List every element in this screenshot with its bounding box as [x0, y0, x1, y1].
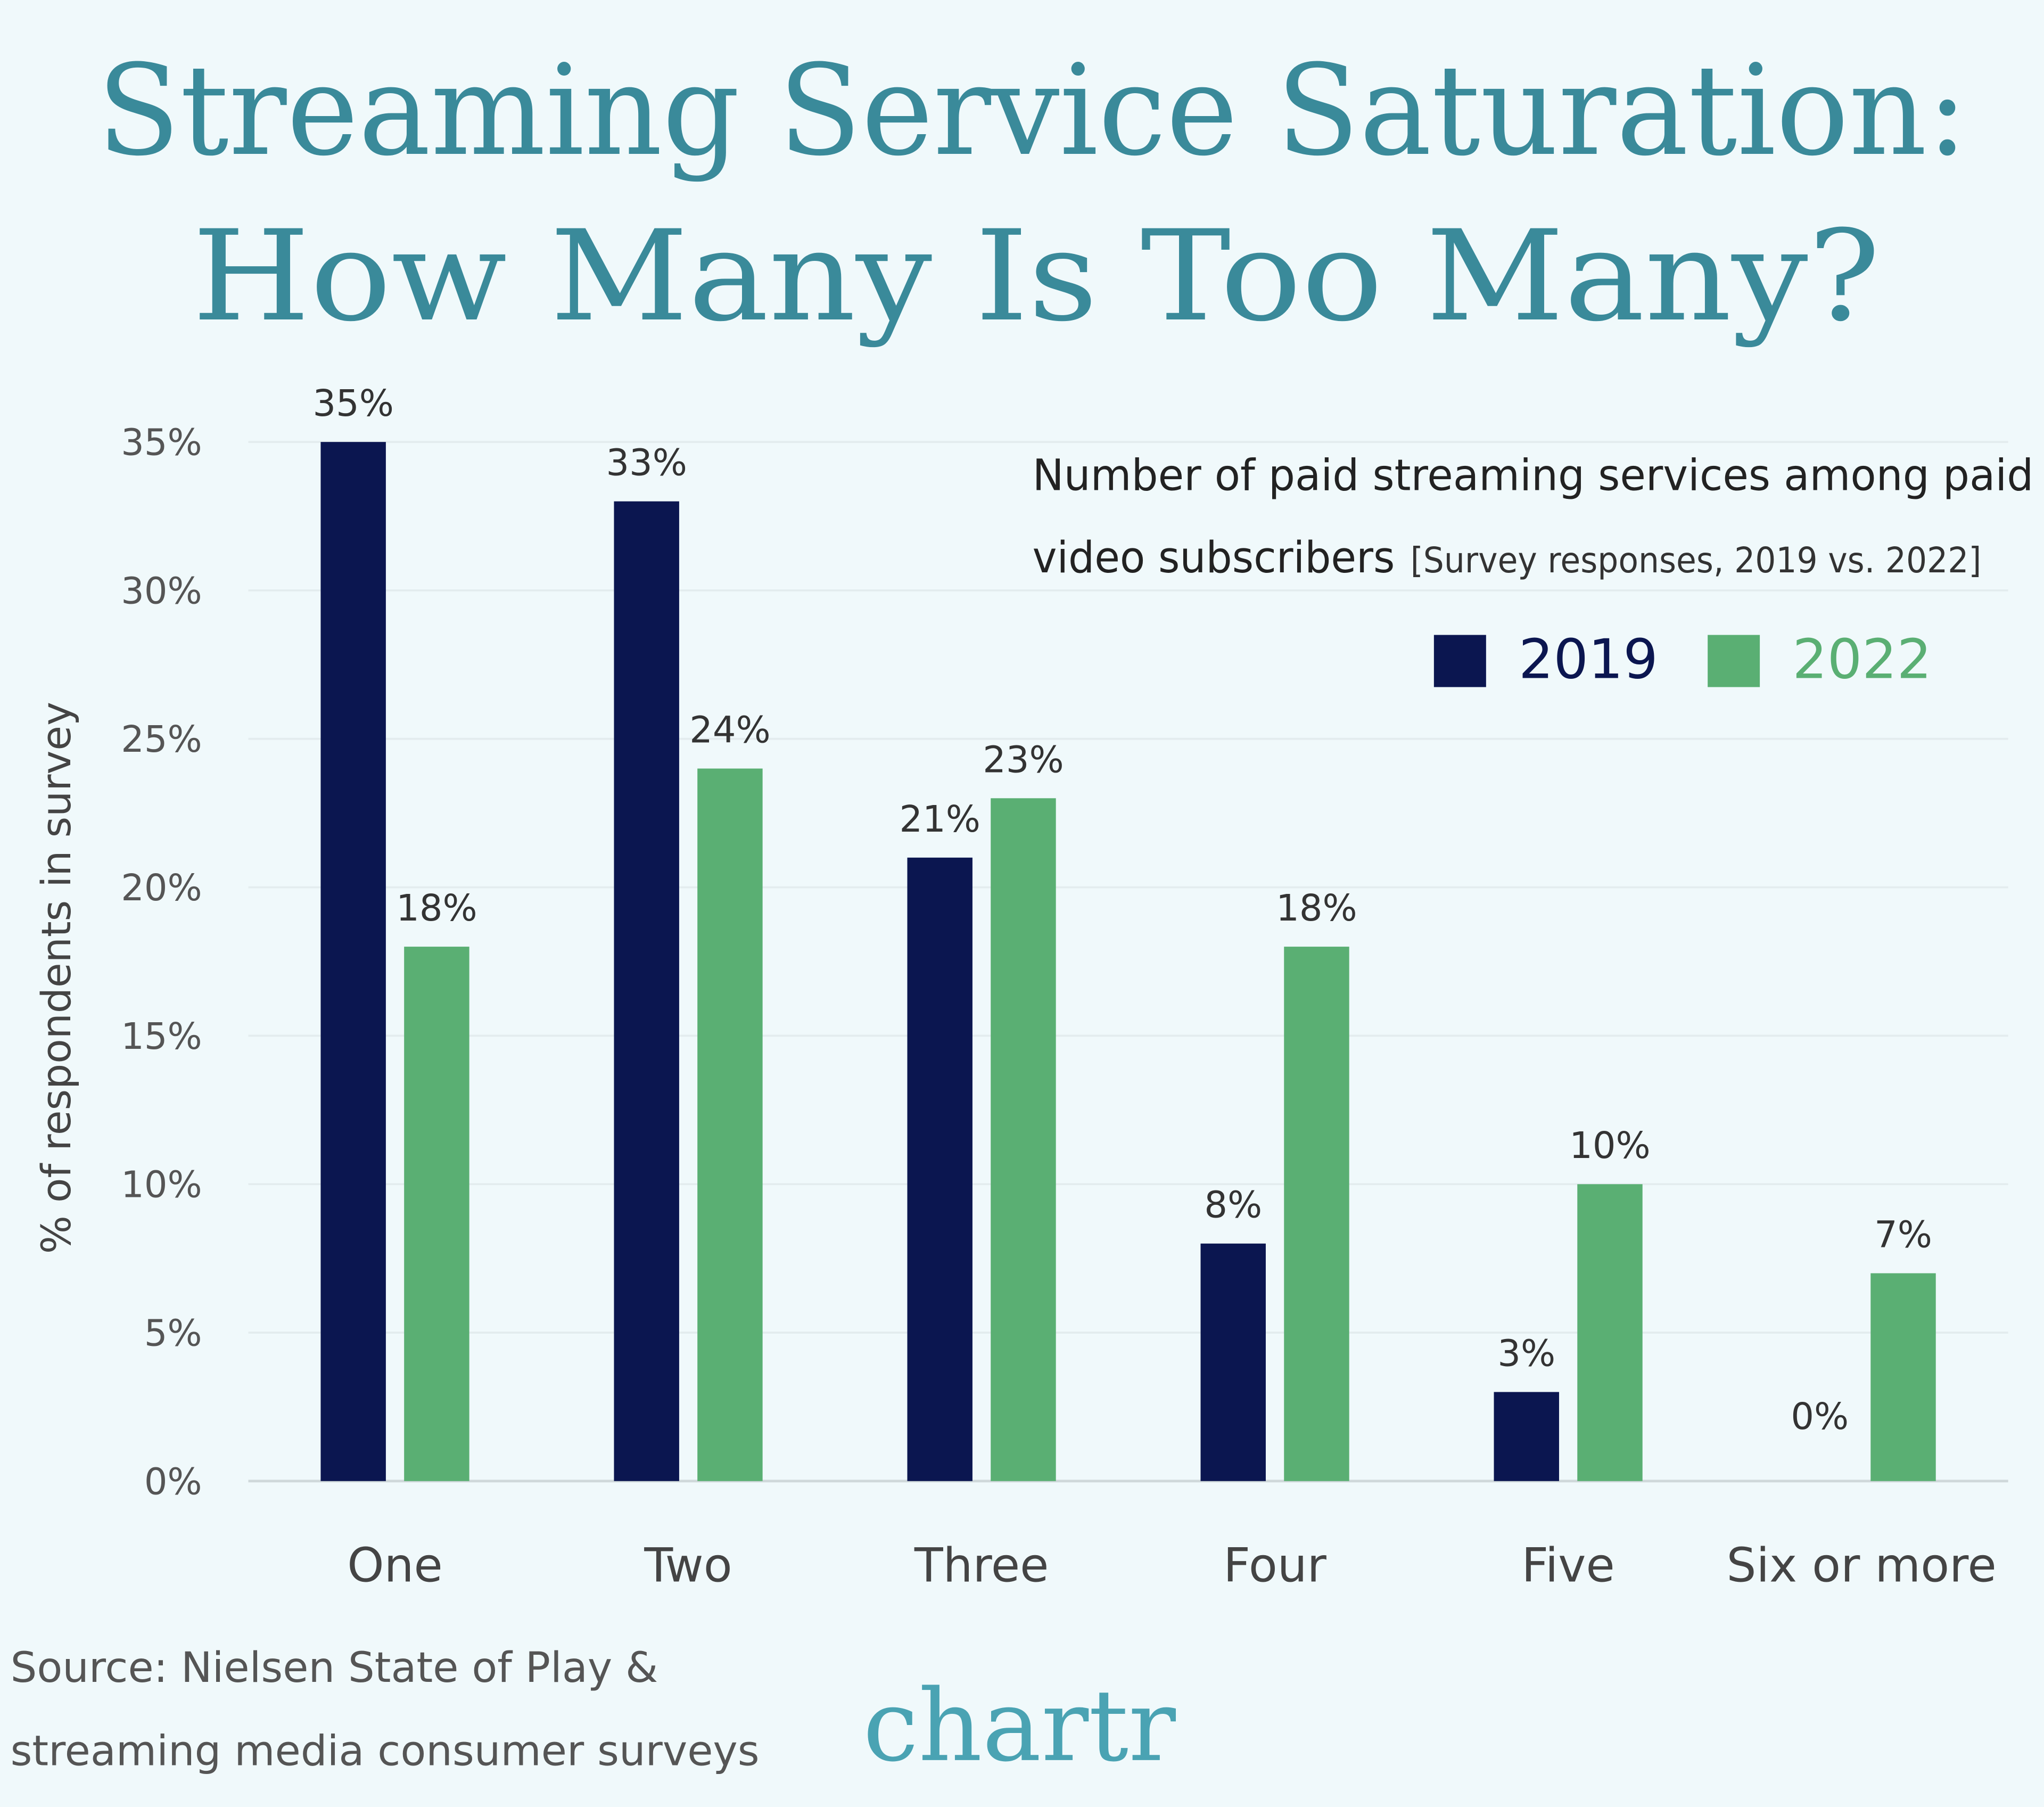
y-tick-label: 35%	[121, 422, 202, 464]
y-tick-label: 15%	[121, 1015, 202, 1058]
value-label: 8%	[1204, 1184, 1262, 1227]
value-label: 18%	[1276, 887, 1357, 930]
value-label: 18%	[396, 887, 477, 930]
value-label: 23%	[983, 738, 1064, 781]
bar	[1200, 1243, 1266, 1481]
x-tick-label: Two	[644, 1538, 732, 1592]
value-label: 21%	[900, 798, 980, 841]
bar	[320, 442, 386, 1481]
value-label: 7%	[1874, 1213, 1932, 1256]
chart-title: Streaming Service Saturation:	[97, 38, 1967, 184]
x-tick-label: Six or more	[1727, 1538, 1997, 1592]
x-tick-label: Three	[914, 1538, 1049, 1592]
y-tick-label: 30%	[121, 570, 202, 612]
logo: chartr	[863, 1668, 1176, 1784]
source: Source: Nielsen State of Play &	[11, 1644, 658, 1692]
y-axis-label: % of respondents in survey	[33, 702, 80, 1254]
y-tick-label: 10%	[121, 1164, 202, 1206]
subtitle-note: [Survey responses, 2019 vs. 2022]	[1411, 540, 1982, 581]
subtitle: Number of paid streaming services among …	[1033, 451, 2034, 501]
value-label: 35%	[312, 382, 393, 425]
source: streaming media consumer surveys	[11, 1727, 760, 1776]
value-label: 3%	[1497, 1333, 1555, 1375]
value-label: 10%	[1569, 1124, 1650, 1167]
y-tick-label: 0%	[144, 1460, 202, 1503]
subtitle: video subscribers	[1033, 533, 1395, 583]
value-label: 0%	[1791, 1395, 1849, 1438]
bar	[614, 501, 679, 1481]
bar	[697, 768, 763, 1481]
x-tick-label: Five	[1522, 1538, 1615, 1592]
legend-label: 2022	[1792, 628, 1932, 691]
legend-swatch	[1708, 635, 1760, 687]
chart-title: How Many Is Too Many?	[192, 204, 1880, 349]
bar	[1284, 947, 1349, 1481]
legend-swatch	[1433, 635, 1486, 687]
value-label: 24%	[689, 709, 770, 752]
bar	[1870, 1273, 1936, 1481]
y-tick-label: 25%	[121, 718, 202, 761]
x-tick-label: Four	[1223, 1538, 1326, 1592]
value-label: 33%	[606, 442, 687, 484]
y-tick-label: 20%	[121, 867, 202, 909]
y-tick-label: 5%	[144, 1312, 202, 1354]
bar	[404, 947, 469, 1481]
legend-label: 2019	[1519, 628, 1658, 691]
x-tick-label: One	[347, 1538, 442, 1592]
bar	[1494, 1392, 1559, 1481]
bar	[907, 857, 972, 1481]
bar	[991, 798, 1056, 1481]
bar	[1577, 1184, 1643, 1481]
